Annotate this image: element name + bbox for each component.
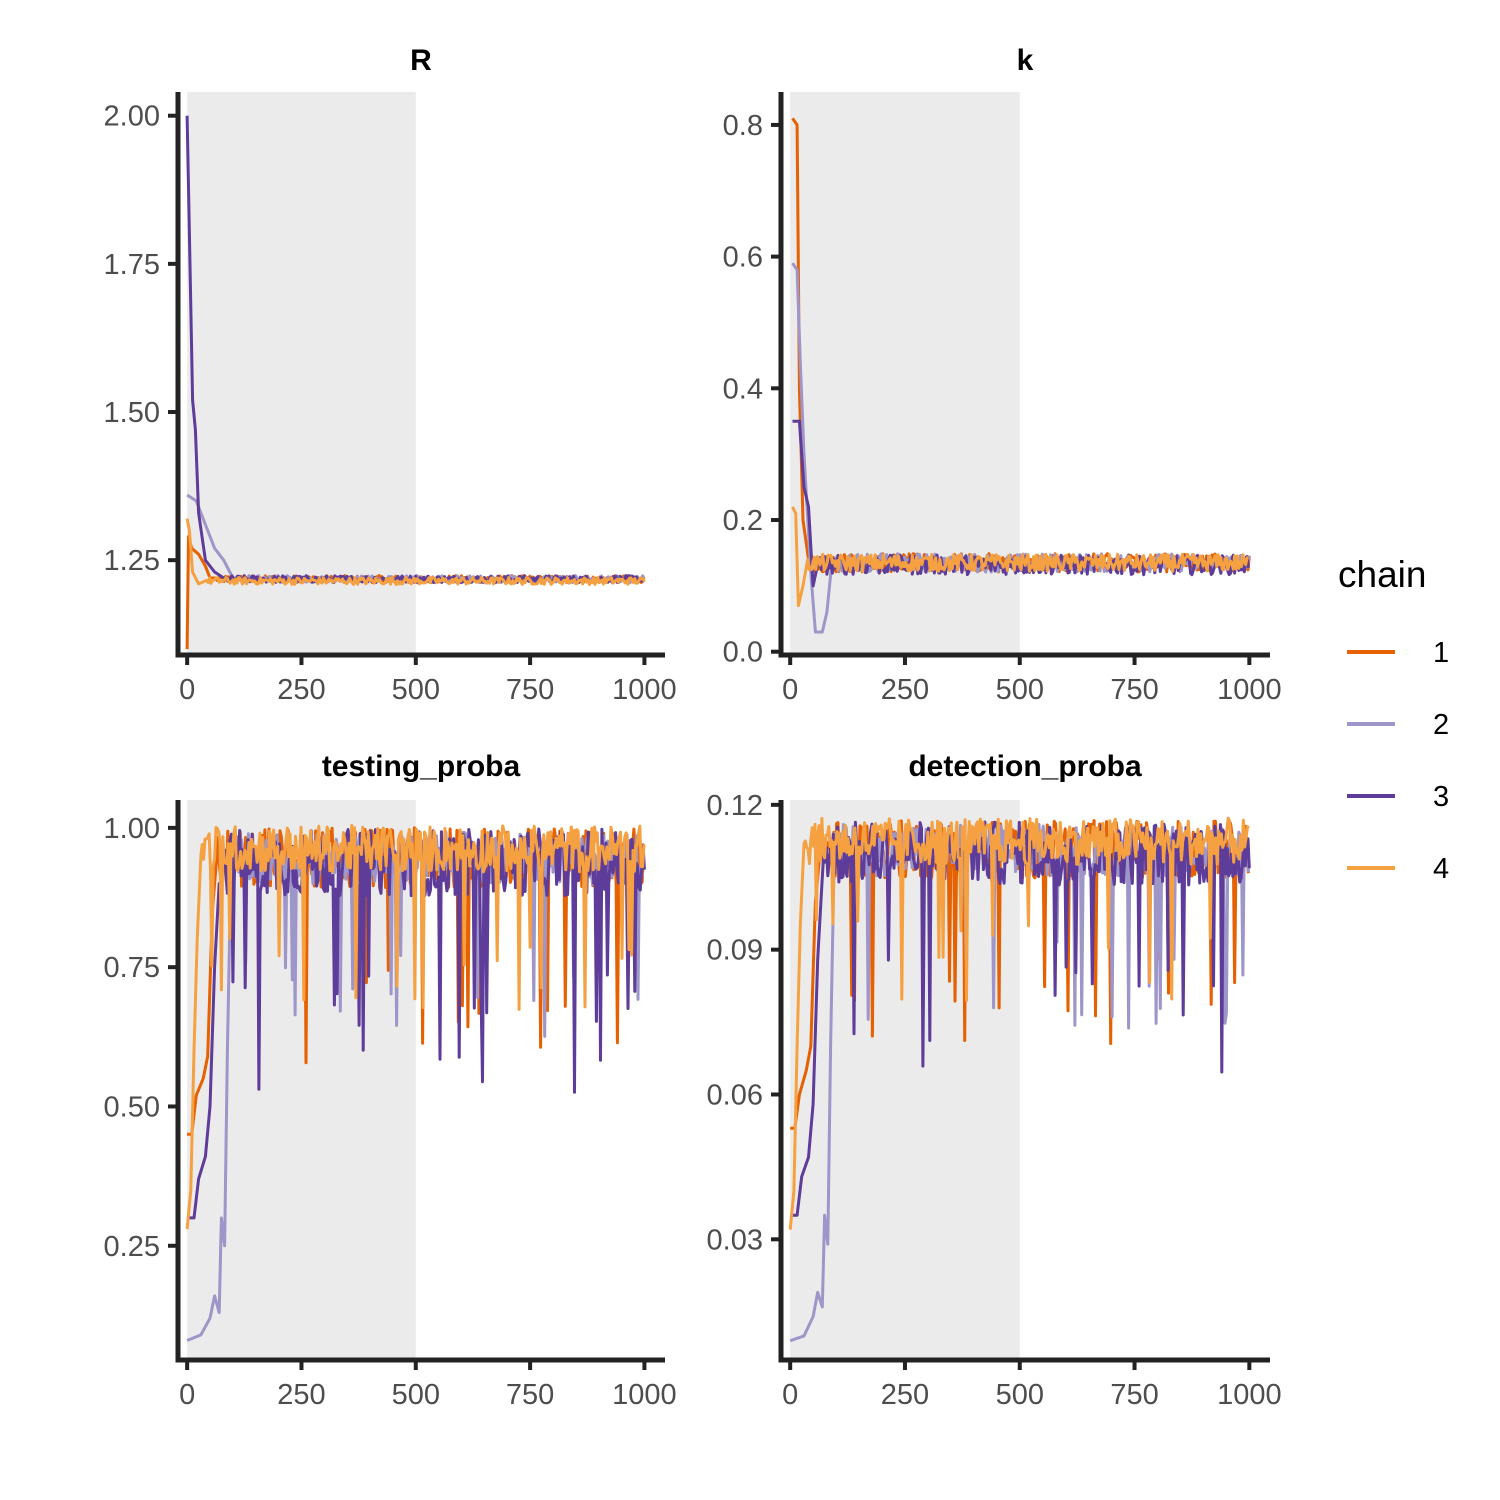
traces — [185, 823, 646, 1342]
warmup-region — [790, 800, 1020, 1360]
y-tick-label: 0.2 — [723, 505, 763, 537]
y-tick-label: 0.75 — [104, 952, 160, 984]
panel-k: k 0 250 500 750 1000 0.0 0.2 0.4 0.6 0.8 — [723, 44, 1282, 706]
traces — [791, 117, 1251, 634]
x-tick-label: 1000 — [1217, 674, 1282, 706]
x-tick-label: 750 — [506, 674, 554, 706]
y-tick-label: 0.50 — [104, 1091, 160, 1123]
y-tick-label: 0.06 — [707, 1079, 763, 1111]
trace-line-chain-4 — [791, 506, 1249, 608]
x-tick-label: 250 — [881, 674, 929, 706]
facet-title: R — [410, 44, 432, 77]
x-tick-label: 250 — [881, 1379, 929, 1411]
x-tick-label: 250 — [277, 674, 325, 706]
facet-title: detection_proba — [908, 750, 1142, 783]
y-tick-label: 1.50 — [104, 397, 160, 429]
legend-label-chain-4: 4 — [1433, 853, 1449, 885]
x-tick-label: 500 — [996, 674, 1044, 706]
panel-detection-proba: detection_proba 0 250 500 750 1000 0.03 0.06 0.0… — [707, 750, 1282, 1411]
facet-title: k — [1017, 44, 1034, 77]
trace-line-chain-4 — [185, 823, 646, 1230]
panel-R: R 0 250 500 750 1000 1.25 1.50 1.75 2.00 — [104, 44, 677, 706]
panel-testing-proba: testing_proba 0 250 500 750 1000 0.25 0.50 0.75 1… — [104, 750, 677, 1411]
legend-label-chain-2: 2 — [1433, 709, 1449, 741]
x-tick-label: 1000 — [612, 1379, 677, 1411]
y-tick-label: 1.75 — [104, 249, 160, 281]
x-tick-label: 750 — [1110, 674, 1158, 706]
y-tick-label: 0.4 — [723, 373, 763, 405]
x-tick-label: 0 — [782, 674, 798, 706]
traces — [185, 115, 646, 650]
y-tick-label: 0.0 — [723, 637, 763, 669]
x-tick-label: 500 — [392, 674, 440, 706]
y-tick-label: 0.6 — [723, 242, 763, 274]
legend-title: chain — [1338, 554, 1426, 595]
x-tick-label: 1000 — [1217, 1379, 1282, 1411]
x-tick-label: 0 — [782, 1379, 798, 1411]
y-tick-label: 1.25 — [104, 545, 160, 577]
y-tick-label: 0.8 — [723, 110, 763, 142]
legend-label-chain-3: 3 — [1433, 781, 1449, 813]
x-tick-label: 0 — [179, 674, 195, 706]
x-tick-label: 500 — [392, 1379, 440, 1411]
y-tick-label: 0.12 — [707, 790, 763, 822]
y-tick-label: 0.25 — [104, 1231, 160, 1263]
x-tick-label: 0 — [179, 1379, 195, 1411]
y-tick-label: 0.09 — [707, 935, 763, 967]
x-tick-label: 750 — [1110, 1379, 1158, 1411]
y-tick-label: 0.03 — [707, 1224, 763, 1256]
traces — [788, 816, 1251, 1343]
x-tick-label: 750 — [506, 1379, 554, 1411]
warmup-region — [187, 92, 416, 655]
x-tick-label: 1000 — [612, 674, 677, 706]
legend-label-chain-1: 1 — [1433, 637, 1449, 669]
facet-title: testing_proba — [322, 750, 521, 783]
trace-line-chain-4 — [788, 816, 1250, 1230]
legend: chain 1 2 3 4 — [1338, 554, 1449, 885]
x-tick-label: 500 — [996, 1379, 1044, 1411]
trace-line-chain-4 — [185, 518, 646, 586]
x-tick-label: 250 — [277, 1379, 325, 1411]
y-tick-label: 1.00 — [104, 813, 160, 845]
y-tick-label: 2.00 — [104, 101, 160, 133]
